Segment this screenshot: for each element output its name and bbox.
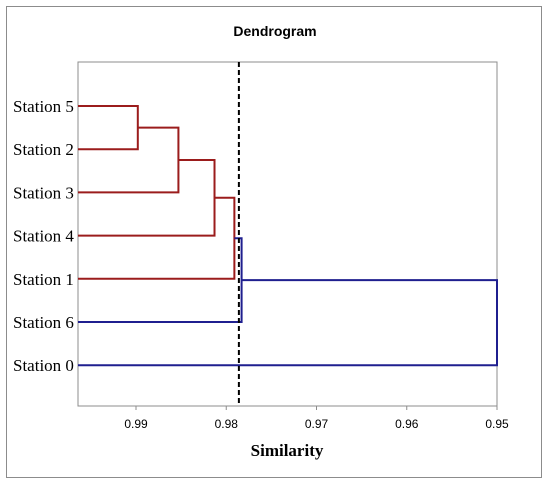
dendrogram-link (78, 237, 243, 323)
x-axis-ticks: 0.99 0.98 0.97 0.96 0.95 (124, 406, 509, 431)
leaf-label: Station 1 (13, 270, 74, 289)
leaf-label: Station 4 (13, 227, 74, 246)
leaf-label: Station 5 (13, 97, 74, 116)
chart-title: Dendrogram (233, 23, 316, 39)
leaf-label: Station 6 (13, 313, 74, 332)
leaf-label: Station 2 (13, 140, 74, 159)
dendrogram-link (78, 279, 498, 367)
x-axis-label: Similarity (251, 441, 324, 460)
leaf-label: Station 0 (13, 356, 74, 375)
plot-area (77, 61, 498, 407)
leaf-label: Station 3 (13, 183, 74, 202)
dendrogram-link (78, 105, 139, 151)
x-tick-label: 0.99 (124, 417, 148, 431)
x-tick-label: 0.98 (215, 417, 239, 431)
x-tick-label: 0.96 (395, 417, 419, 431)
chart-frame (6, 6, 542, 478)
dendrogram-links (78, 62, 498, 406)
leaf-labels: Station 5 Station 2 Station 3 Station 4 Stat… (13, 97, 74, 375)
dendrogram-link (78, 126, 180, 194)
dendrogram-link (78, 196, 236, 280)
x-tick-label: 0.95 (485, 417, 509, 431)
dendrogram-link (78, 159, 216, 237)
x-tick-label: 0.97 (305, 417, 329, 431)
